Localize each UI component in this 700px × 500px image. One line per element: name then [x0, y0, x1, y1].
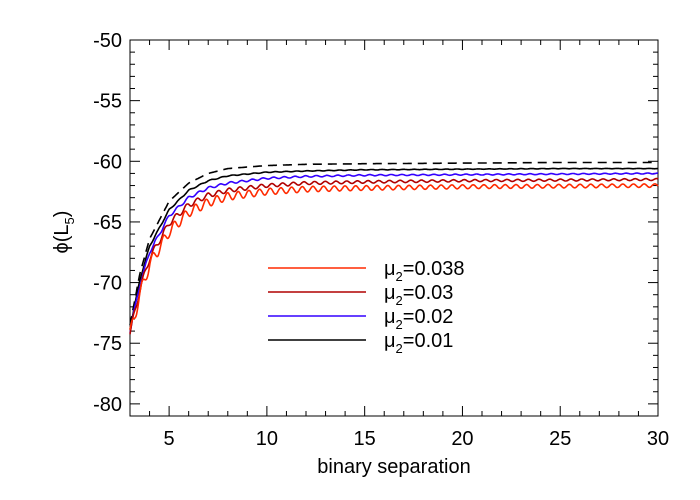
x-tick-label: 15 [354, 428, 376, 450]
y-axis-label: ϕ(L5) [51, 211, 77, 254]
x-tick-label: 25 [549, 428, 571, 450]
y-tick-label: -70 [93, 273, 122, 295]
tick-labels: 5 10 15 20 25 30 -80 -75 -70 -65 -60 -55 -50 [93, 30, 669, 450]
y-tick-label: -50 [93, 30, 122, 52]
x-tick-label: 30 [647, 428, 669, 450]
series-line [129, 183, 659, 331]
legend-entry: μ2=0.03 [384, 282, 453, 308]
legend-entry: μ2=0.02 [384, 306, 453, 332]
ticks [129, 39, 659, 417]
plot-frame [129, 39, 659, 417]
x-tick-label: 5 [164, 428, 175, 450]
y-tick-label: -65 [93, 212, 122, 234]
legend-entry: μ2=0.01 [384, 330, 453, 356]
y-tick-label: -60 [93, 151, 122, 173]
series-line [129, 177, 659, 335]
x-tick-label: 20 [451, 428, 473, 450]
x-axis-label: binary separation [317, 456, 470, 478]
y-axis-label-main: ϕ(L [51, 224, 73, 253]
series-line [129, 161, 658, 326]
y-tick-label: -55 [93, 91, 122, 113]
y-tick-label: -75 [93, 333, 122, 355]
y-axis-label-sub: 5 [62, 217, 77, 224]
legend-entry: μ2=0.038 [384, 258, 465, 284]
x-tick-label: 10 [256, 428, 278, 450]
series-line [129, 172, 658, 333]
series-lines [129, 161, 659, 335]
series-line [129, 167, 659, 330]
y-tick-label: -80 [93, 394, 122, 416]
y-axis-label-close: ) [51, 211, 73, 218]
